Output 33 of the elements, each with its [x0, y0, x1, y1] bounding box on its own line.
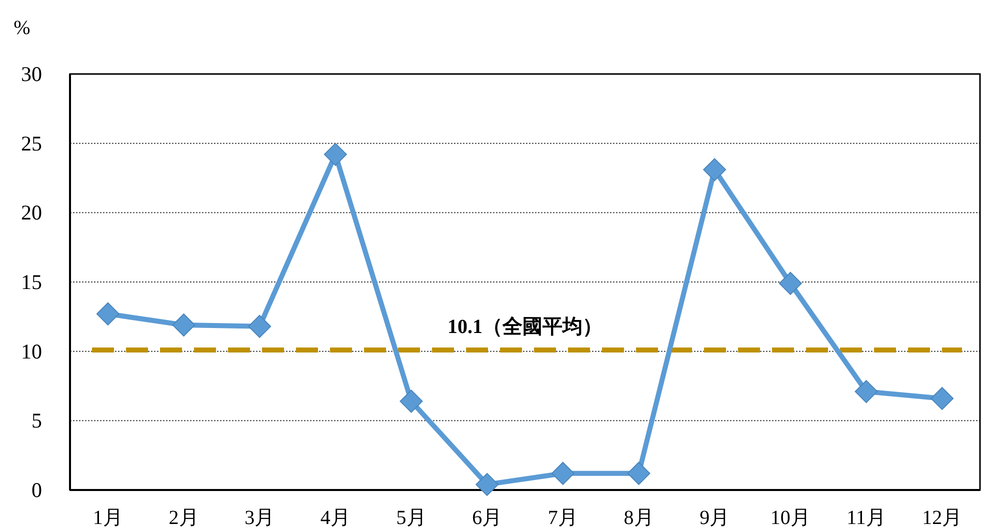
x-tick-label: 11月: [846, 507, 886, 529]
y-axis-title: %: [14, 17, 30, 39]
y-tick-label: 10: [21, 339, 42, 364]
y-tick-label: 30: [21, 62, 42, 86]
point: [778, 272, 802, 295]
y-tick-label: 20: [21, 200, 42, 225]
point: [172, 313, 196, 336]
x-tick-label: 3月: [244, 507, 275, 529]
point: [930, 386, 954, 410]
ref-line-label: 10.1（全國平均）: [448, 316, 602, 338]
x-tick-label: 12月: [922, 507, 962, 529]
x-tick-label: 6月: [472, 507, 502, 529]
x-tick-label: 8月: [624, 507, 654, 529]
y-tick-label: 5: [32, 408, 42, 433]
point: [476, 472, 499, 496]
y-tick-label: 25: [21, 131, 42, 156]
x-tick-label: 4月: [320, 507, 350, 529]
x-tick-label: 7月: [548, 507, 578, 529]
point: [627, 462, 650, 485]
point: [551, 462, 574, 485]
x-tick-label: 10月: [770, 507, 810, 529]
x-tick-label: 9月: [700, 507, 730, 529]
point: [96, 302, 120, 326]
x-tick-label: 1月: [92, 507, 123, 529]
point: [703, 158, 726, 182]
x-tick-label: 5月: [396, 507, 426, 529]
point: [324, 142, 347, 166]
point: [248, 314, 272, 338]
y-tick-label: 0: [32, 478, 42, 502]
y-tick-label: 15: [21, 270, 42, 294]
point: [854, 380, 878, 404]
x-tick-label: 2月: [168, 507, 199, 529]
point: [400, 390, 423, 413]
